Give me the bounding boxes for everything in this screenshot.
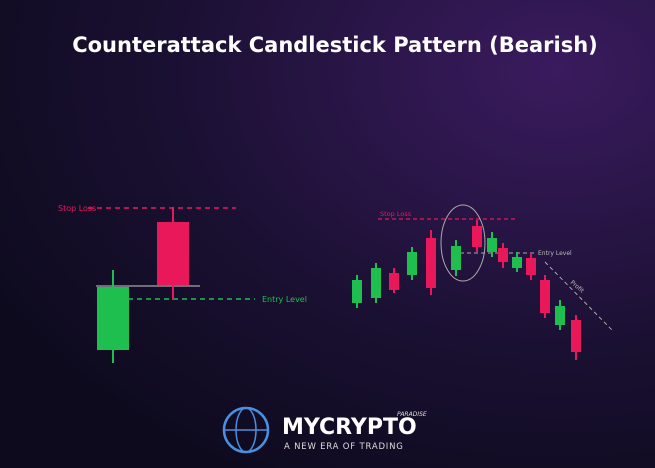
tagline: A NEW ERA OF TRADING — [284, 442, 404, 452]
candle-body — [97, 287, 129, 350]
entry-label: Entry Level — [538, 250, 572, 257]
candle-body — [371, 268, 381, 298]
brand-suffix: PARADISE — [397, 411, 427, 418]
brand-name: MYCRYPTO — [282, 415, 417, 440]
title: Counterattack Candlestick Pattern (Beari… — [72, 33, 598, 57]
candle-body — [555, 306, 565, 325]
stop-loss-label: Stop Loss — [58, 204, 96, 213]
candle-body — [389, 273, 399, 290]
candle-body — [571, 320, 581, 352]
candle-body — [352, 280, 362, 303]
candle-body — [426, 238, 436, 288]
candle-body — [472, 226, 482, 247]
logo: MYCRYPTO PARADISE A NEW ERA OF TRADING — [222, 406, 427, 454]
entry-label: Entry Level — [262, 295, 307, 304]
left-panel: Stop Loss Entry Level — [58, 204, 307, 363]
candles — [352, 220, 581, 360]
candle-body — [540, 280, 550, 313]
candle-body — [487, 238, 497, 252]
candle-body — [451, 246, 461, 270]
stop-loss-label: Stop Loss — [380, 210, 412, 218]
candle-body — [498, 248, 508, 262]
candle-body — [157, 222, 189, 285]
candle-body — [526, 258, 536, 275]
profit-line — [544, 261, 613, 331]
candle-body — [512, 257, 522, 268]
candle-body — [407, 252, 417, 275]
highlight-ellipse — [440, 204, 486, 282]
